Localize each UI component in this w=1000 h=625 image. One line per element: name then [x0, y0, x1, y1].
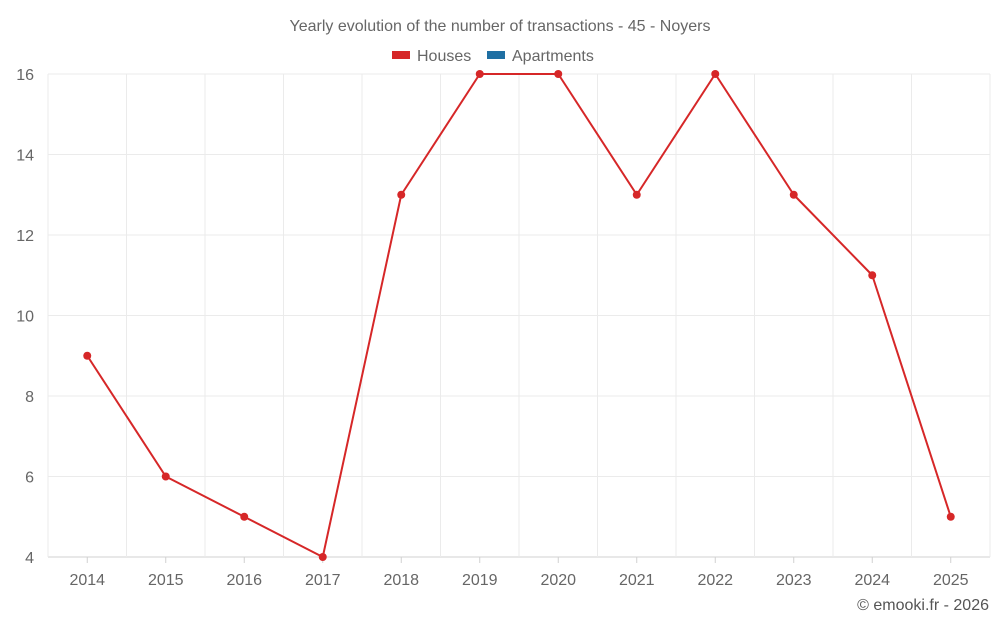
x-tick-label: 2023: [776, 572, 812, 589]
x-tick-label: 2017: [305, 572, 341, 589]
y-tick-label: 4: [25, 550, 34, 567]
y-tick-label: 16: [16, 67, 34, 84]
y-tick-label: 12: [16, 228, 34, 245]
x-tick-label: 2022: [697, 572, 733, 589]
legend[interactable]: Houses Apartments: [392, 48, 594, 65]
data-point-houses-2022[interactable]: [711, 70, 720, 78]
y-tick-label: 8: [25, 389, 34, 406]
data-point-houses-2025[interactable]: [946, 512, 955, 521]
data-point-houses-2016[interactable]: [240, 512, 249, 521]
chart-title: Yearly evolution of the number of transa…: [290, 18, 711, 35]
data-point-houses-2020[interactable]: [554, 70, 563, 78]
legend-label-houses[interactable]: Houses: [417, 48, 471, 65]
legend-swatch-apartments[interactable]: [487, 51, 505, 59]
legend-label-apartments[interactable]: Apartments: [512, 48, 594, 65]
x-tick-label: 2024: [854, 572, 890, 589]
data-point-houses-2021[interactable]: [632, 190, 641, 199]
y-tick-label: 10: [16, 309, 34, 326]
x-tick-label: 2015: [148, 572, 184, 589]
x-tick-label: 2019: [462, 572, 498, 589]
x-tick-label: 2014: [69, 572, 105, 589]
data-point-houses-2024[interactable]: [868, 271, 877, 280]
data-point-houses-2023[interactable]: [789, 190, 798, 199]
y-tick-label: 14: [16, 148, 34, 165]
x-axis-ticks: 2014 2015 2016 2017 2018 2019 2020 2021 2022 2023…: [69, 557, 969, 589]
x-tick-label: 2021: [619, 572, 655, 589]
series-layer: [83, 70, 955, 561]
data-point-houses-2018[interactable]: [397, 190, 406, 199]
data-point-houses-2014[interactable]: [83, 351, 92, 360]
data-point-houses-2019[interactable]: [475, 70, 484, 78]
legend-swatch-houses[interactable]: [392, 51, 410, 59]
data-point-houses-2017[interactable]: [318, 553, 327, 561]
grid: [47, 73, 991, 558]
credit-text: © emooki.fr - 2026: [857, 597, 989, 614]
series-line-houses[interactable]: [86, 73, 952, 558]
x-tick-label: 2018: [383, 572, 419, 589]
x-tick-label: 2025: [933, 572, 969, 589]
x-tick-label: 2016: [226, 572, 262, 589]
x-tick-label: 2020: [540, 572, 576, 589]
data-point-houses-2015[interactable]: [161, 472, 170, 481]
y-tick-label: 6: [25, 470, 34, 487]
y-axis-ticks: 4 6 8 10 12 14 16: [16, 67, 34, 567]
